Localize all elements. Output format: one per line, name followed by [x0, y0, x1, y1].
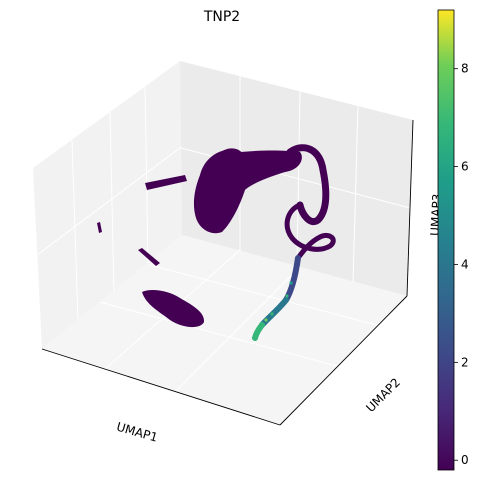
scatter-cluster-a-top — [217, 148, 245, 182]
left-pane — [33, 61, 182, 349]
colorbar-tick-label: 8 — [461, 62, 469, 76]
scatter-cluster-g-high — [252, 322, 265, 341]
y-axis-label: UMAP2 — [363, 375, 403, 415]
colorbar-tick-label: 0 — [461, 453, 469, 467]
colorbar-gradient — [437, 9, 455, 471]
scatter-clusters — [97, 144, 336, 341]
colorbar: 0 2 4 6 8 — [437, 9, 469, 471]
scatter-cluster-b — [286, 144, 330, 225]
colorbar-tick-label: 4 — [461, 257, 469, 271]
colorbar-tick-label: 6 — [461, 160, 469, 174]
scatter-cluster-f — [138, 248, 160, 266]
scatter-cluster-e — [97, 222, 102, 233]
x-axis-line — [41, 348, 281, 426]
colorbar-tick-label: 2 — [461, 355, 469, 369]
scatter-cluster-f2 — [142, 290, 205, 328]
axes-3d — [33, 61, 414, 426]
scatter-cluster-d — [145, 175, 187, 190]
floor-pane — [42, 235, 407, 425]
scatter-cluster-c — [284, 202, 336, 261]
chart-title: TNP2 — [203, 9, 240, 25]
colorbar-ticks: 0 2 4 6 8 — [454, 62, 469, 467]
x-axis-label: UMAP1 — [115, 420, 159, 445]
y-axis-line — [279, 295, 408, 426]
z-axis-line — [406, 119, 414, 297]
grid-left — [36, 86, 182, 321]
scatter-highlights — [257, 281, 293, 332]
